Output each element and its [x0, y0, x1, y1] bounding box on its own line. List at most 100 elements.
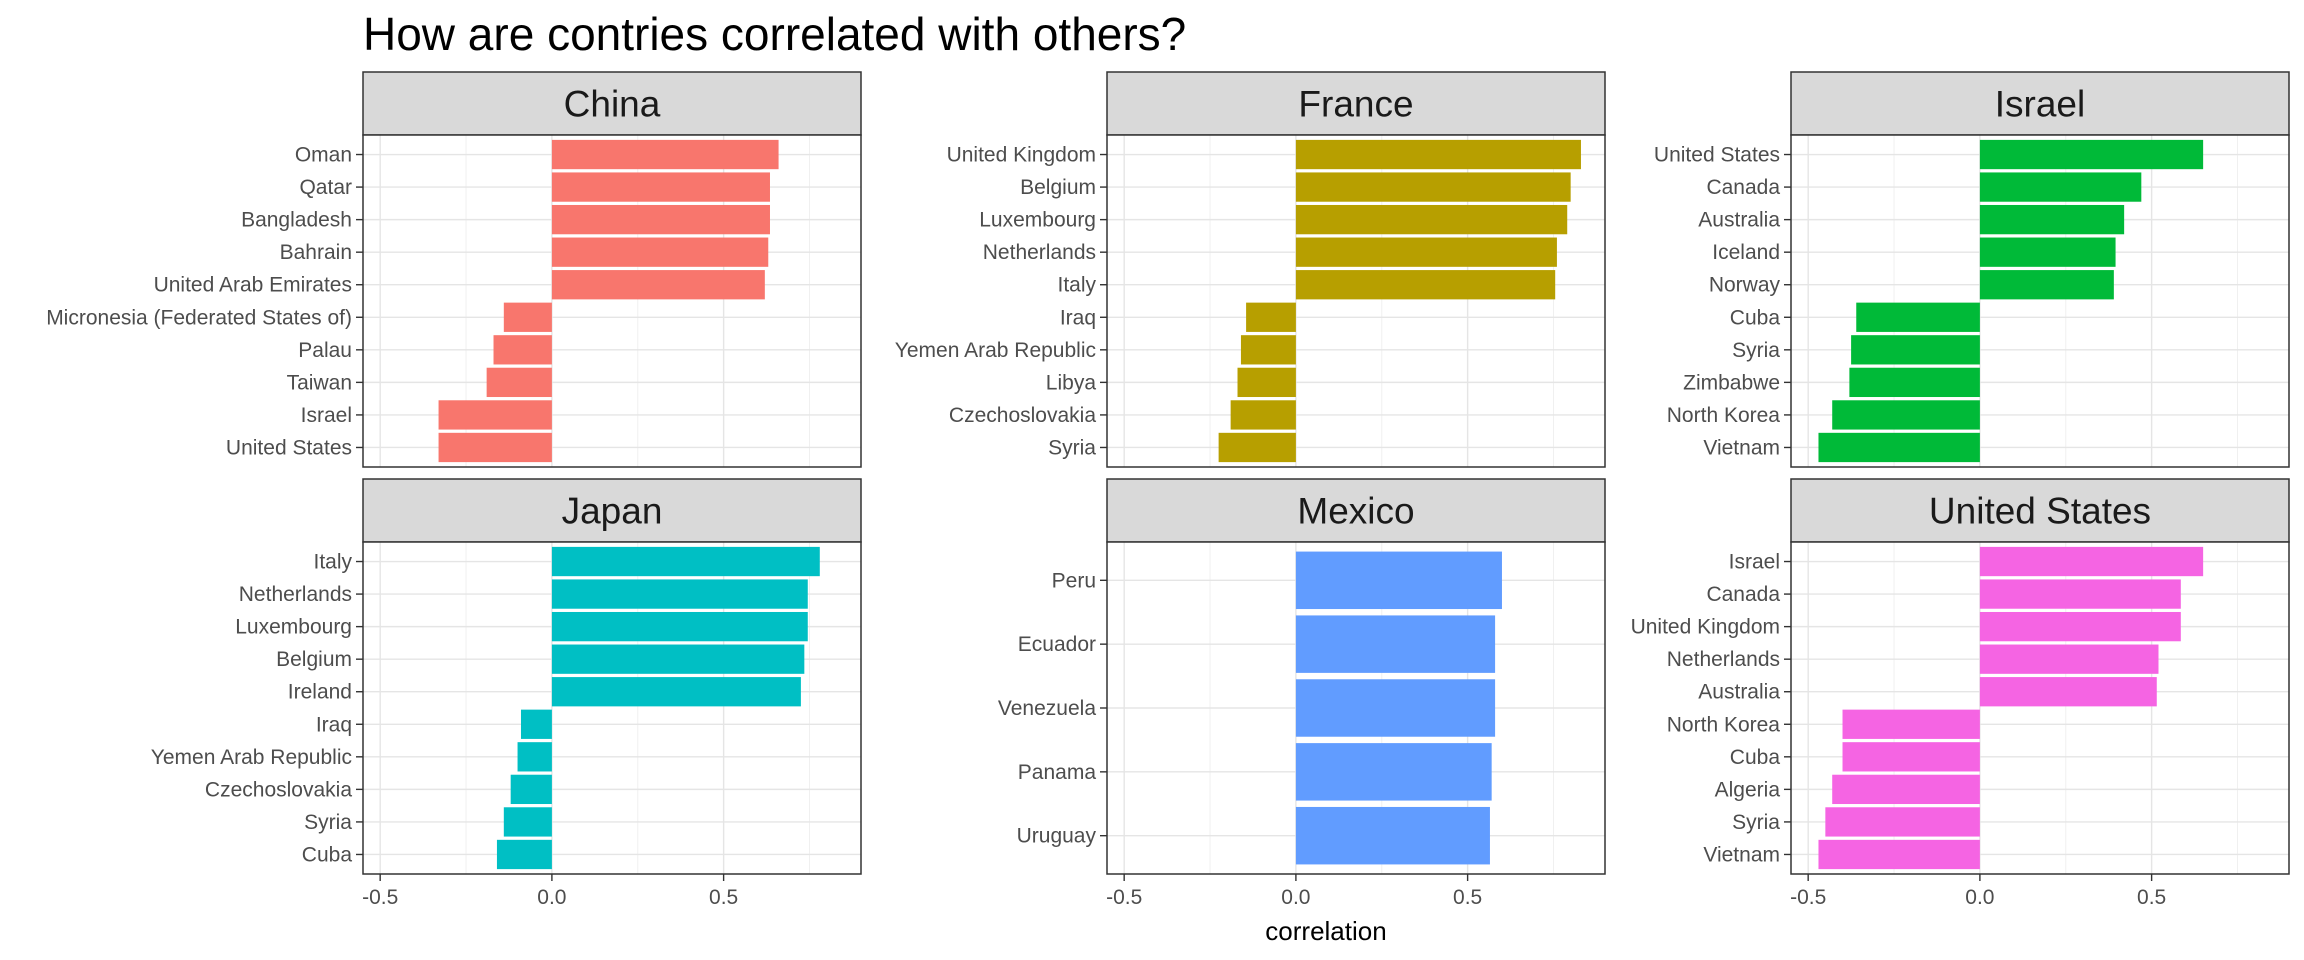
x-tick-label: 0.0	[1965, 886, 1994, 909]
x-tick-label: -0.5	[1106, 886, 1142, 909]
y-tick-label: Algeria	[1715, 778, 1781, 801]
y-tick-label: Qatar	[299, 176, 352, 199]
y-tick-label: Israel	[301, 404, 352, 427]
panel-border	[1790, 541, 2290, 875]
y-tick-label: Vietnam	[1703, 436, 1780, 459]
facet-strip	[362, 478, 862, 543]
y-tick-label: Ecuador	[1018, 633, 1096, 656]
bar	[1842, 742, 1980, 772]
y-tick-label: North Korea	[1667, 404, 1781, 427]
bar	[438, 432, 552, 463]
bar	[1856, 302, 1980, 332]
facet-panel-france: France United Kingdom Belgium Luxembourg Net…	[895, 71, 1606, 468]
bar	[1818, 839, 1980, 870]
bar	[517, 742, 552, 772]
bar	[1979, 172, 2142, 202]
bar	[551, 546, 820, 577]
bar	[1246, 302, 1296, 332]
facet-panel-israel: Israel United States Canada Australia Icelan…	[1654, 71, 2290, 468]
y-tick-label: Syria	[1732, 339, 1780, 362]
bar	[551, 204, 770, 235]
y-tick-label: Yemen Arab Republic	[151, 746, 352, 769]
bar	[551, 237, 769, 267]
y-tick-label: Australia	[1698, 681, 1780, 704]
x-tick-label: 0.0	[537, 886, 566, 909]
bar	[1230, 400, 1296, 430]
y-tick-label: United States	[226, 436, 352, 459]
y-tick-label: Luxembourg	[235, 616, 352, 639]
bar	[1851, 335, 1980, 365]
y-tick-label: Vietnam	[1703, 843, 1780, 866]
facet-panel-japan: Japan Italy Netherlands Luxembourg Belgium Ir…	[151, 478, 862, 909]
bar	[1979, 644, 2159, 674]
y-tick-label: Syria	[1048, 436, 1096, 459]
bar	[1295, 679, 1496, 737]
bar	[1842, 709, 1980, 739]
chart-title: How are contries correlated with others?	[363, 8, 1186, 60]
bar	[496, 839, 552, 870]
bar	[1979, 677, 2157, 707]
bar	[438, 400, 552, 430]
y-tick-label: Panama	[1018, 761, 1097, 784]
x-tick-label: 0.0	[1281, 886, 1310, 909]
y-tick-label: Yemen Arab Republic	[895, 339, 1096, 362]
bar	[1240, 335, 1296, 365]
x-tick-label: 0.5	[709, 886, 738, 909]
y-tick-label: Iceland	[1712, 241, 1780, 264]
y-tick-label: Netherlands	[239, 583, 352, 606]
y-tick-label: Czechoslovakia	[205, 778, 352, 801]
y-tick-label: Belgium	[1020, 176, 1096, 199]
bar	[551, 579, 808, 609]
bar	[1295, 806, 1490, 865]
y-tick-label: United Kingdom	[1631, 616, 1780, 639]
panel-border	[1790, 134, 2290, 468]
y-tick-label: Uruguay	[1017, 825, 1097, 848]
bar	[1979, 204, 2125, 235]
bar	[1295, 270, 1556, 300]
bar	[1218, 432, 1296, 463]
bar	[1295, 237, 1557, 267]
bar	[1295, 139, 1581, 170]
y-tick-label: Libya	[1046, 371, 1097, 394]
bar	[1295, 172, 1571, 202]
bar	[1979, 237, 2116, 267]
bar	[1818, 432, 1980, 463]
panel-border	[1106, 541, 1606, 875]
y-tick-label: Australia	[1698, 209, 1780, 232]
panel-border	[1106, 134, 1606, 468]
bar	[1832, 774, 1980, 805]
y-tick-label: Iraq	[1060, 306, 1096, 329]
bar	[1979, 579, 2181, 609]
facet-strip-label: France	[1298, 84, 1413, 125]
facet-strip-label: Israel	[1995, 84, 2085, 125]
facet-panel-united-states: United States Israel Canada United Kingdom N…	[1631, 478, 2290, 909]
bar	[551, 172, 770, 202]
x-tick-label: -0.5	[1790, 886, 1826, 909]
facet-strip-label: Mexico	[1297, 491, 1414, 532]
facet-strip	[1790, 478, 2290, 543]
y-tick-label: United Arab Emirates	[154, 274, 352, 297]
bar	[1979, 270, 2114, 300]
facet-panel-mexico: Mexico Peru Ecuador Venezuela Panama Uruguay -…	[998, 478, 1606, 909]
y-tick-label: Micronesia (Federated States of)	[46, 306, 352, 329]
bar	[1832, 400, 1980, 430]
facet-strip	[362, 71, 862, 136]
y-tick-label: Canada	[1706, 176, 1780, 199]
y-tick-label: Ireland	[288, 681, 352, 704]
y-tick-label: Venezuela	[998, 697, 1096, 720]
bar	[1295, 204, 1568, 235]
y-tick-label: Canada	[1706, 583, 1780, 606]
bar	[1295, 615, 1496, 673]
bar	[551, 677, 801, 707]
y-tick-label: Israel	[1729, 551, 1780, 574]
y-tick-label: Czechoslovakia	[949, 404, 1096, 427]
y-tick-label: Zimbabwe	[1683, 371, 1780, 394]
y-tick-label: Taiwan	[287, 371, 352, 394]
y-tick-label: Palau	[298, 339, 352, 362]
bar	[510, 774, 552, 805]
bar	[1979, 546, 2204, 577]
bar	[503, 807, 552, 837]
y-tick-label: Luxembourg	[979, 209, 1096, 232]
